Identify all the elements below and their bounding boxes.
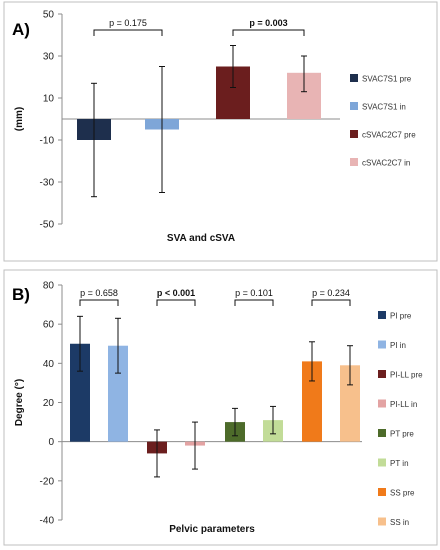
legend-swatch (378, 517, 386, 526)
legend-swatch (378, 488, 386, 496)
chart-panel-a: A) -50 -30 -10 10 30 50 (mm) SVA and cSVA p = 0.1… (3, 1, 438, 262)
x-axis-title: SVA and cSVA (167, 233, 235, 244)
legend-label: PI in (390, 341, 406, 350)
legend-label: SS in (390, 518, 409, 527)
legend-swatch (350, 130, 358, 138)
y-tick-label: -30 (40, 178, 55, 189)
y-tick-label: 40 (43, 359, 55, 370)
legend-label: PI-LL pre (390, 371, 423, 380)
y-tick-label: 30 (43, 52, 55, 63)
y-tick-label: 50 (43, 10, 55, 21)
y-tick-label: -50 (40, 220, 55, 231)
p-value-label: p = 0.234 (312, 288, 350, 298)
panel-label: B) (12, 285, 30, 304)
y-tick-label: 80 (43, 281, 55, 292)
legend-label: cSVAC2C7 pre (362, 131, 416, 140)
bar (340, 365, 360, 442)
x-axis-title: Pelvic parameters (169, 524, 255, 535)
comparison-bracket (156, 299, 196, 306)
legend-swatch (350, 158, 358, 166)
legend-label: cSVAC2C7 in (362, 159, 410, 168)
y-axis-title: Degree (°) (14, 379, 25, 426)
legend-label: PI pre (390, 312, 412, 321)
legend-label: PT in (390, 459, 409, 468)
chart-panel-b: B) -40 -20 0 20 40 60 80 Degree (°) Pelvic parame… (3, 269, 438, 546)
y-axis-title: (mm) (14, 107, 25, 131)
legend-swatch (378, 429, 386, 437)
legend-label: PI-LL in (390, 400, 417, 409)
y-tick-label: 60 (43, 320, 55, 331)
p-value-label: p = 0.658 (80, 288, 118, 298)
p-value-label: p = 0.175 (109, 18, 147, 28)
bar (302, 361, 322, 442)
legend-swatch (378, 399, 386, 408)
bar (108, 345, 128, 442)
y-tick-label: -10 (40, 136, 55, 147)
legend-swatch (378, 458, 386, 467)
y-tick-label: 20 (43, 398, 55, 409)
legend-swatch (350, 74, 358, 82)
legend-swatch (350, 102, 358, 110)
legend-label: PT pre (390, 430, 414, 439)
legend-swatch (378, 340, 386, 349)
panel-label: A) (12, 20, 30, 39)
bar (70, 343, 90, 442)
panel-frame (3, 269, 438, 546)
panel-frame (3, 1, 438, 262)
p-value-label: p < 0.001 (157, 288, 195, 298)
p-value-label: p = 0.101 (235, 288, 273, 298)
comparison-bracket (93, 29, 163, 36)
comparison-bracket (79, 299, 119, 306)
y-tick-label: 10 (43, 94, 55, 105)
legend-swatch (378, 311, 386, 319)
y-tick-label: -20 (40, 476, 55, 487)
p-value-label: p = 0.003 (249, 18, 287, 28)
y-tick-label: -40 (40, 516, 55, 527)
y-tick-label: 0 (48, 437, 54, 448)
legend-label: SS pre (390, 489, 415, 498)
legend-label: SVAC7S1 in (362, 103, 406, 112)
legend-label: SVAC7S1 pre (362, 75, 412, 84)
comparison-bracket (311, 299, 351, 306)
comparison-bracket (232, 29, 305, 36)
legend-swatch (378, 370, 386, 378)
comparison-bracket (234, 299, 274, 306)
